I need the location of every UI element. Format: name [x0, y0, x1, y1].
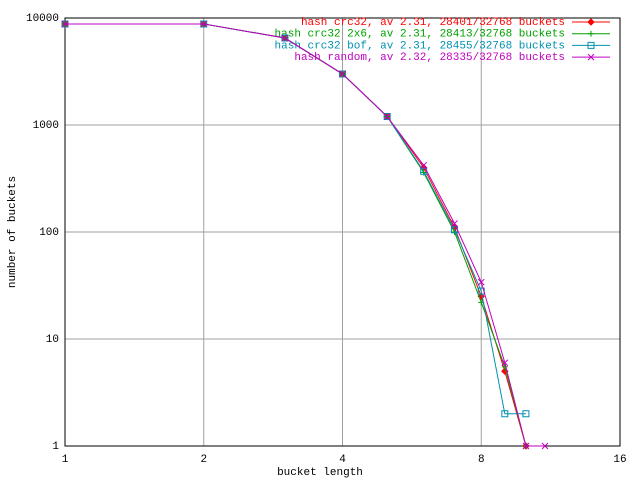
marker — [281, 34, 289, 42]
y-tick-label: 10 — [46, 334, 59, 346]
legend-label: hash crc32, av 2.31, 28401/32768 buckets — [301, 17, 565, 29]
marker — [420, 161, 428, 169]
y-tick-label: 1 — [52, 441, 59, 453]
x-tick-label: 4 — [339, 454, 346, 466]
marker — [200, 20, 208, 28]
marker — [522, 410, 530, 418]
plot-border — [64, 17, 621, 447]
marker — [541, 442, 549, 450]
marker — [383, 113, 391, 121]
x-tick-label: 1 — [62, 454, 69, 466]
marker — [501, 410, 509, 418]
marker — [587, 18, 595, 26]
legend-label: hash crc32 bof, av 2.31, 28455/32768 buc… — [275, 40, 565, 52]
marker — [281, 34, 289, 42]
y-tick-label: 10000 — [26, 13, 59, 25]
x-axis-label: bucket length — [277, 467, 363, 479]
marker — [339, 70, 346, 78]
marker — [501, 363, 508, 370]
x-tick-label: 16 — [613, 454, 626, 466]
y-tick-label: 1000 — [33, 120, 59, 132]
marker — [477, 278, 485, 286]
marker — [383, 113, 391, 120]
marker — [200, 20, 208, 28]
marker — [61, 20, 69, 28]
marker — [522, 442, 530, 450]
marker — [451, 220, 458, 227]
legend-label: hash crc32 2x6, av 2.31, 28413/32768 buc… — [275, 29, 565, 41]
marker — [587, 41, 595, 49]
x-tick-label: 2 — [200, 454, 207, 466]
y-tick-label: 100 — [39, 227, 59, 239]
marker — [61, 20, 69, 28]
marker — [587, 53, 595, 61]
legend-label: hash random, av 2.32, 28335/32768 bucket… — [294, 52, 565, 64]
marker — [501, 359, 509, 367]
y-axis-label: number of buckets — [7, 176, 19, 288]
x-tick-label: 8 — [478, 454, 485, 466]
marker — [588, 30, 594, 37]
